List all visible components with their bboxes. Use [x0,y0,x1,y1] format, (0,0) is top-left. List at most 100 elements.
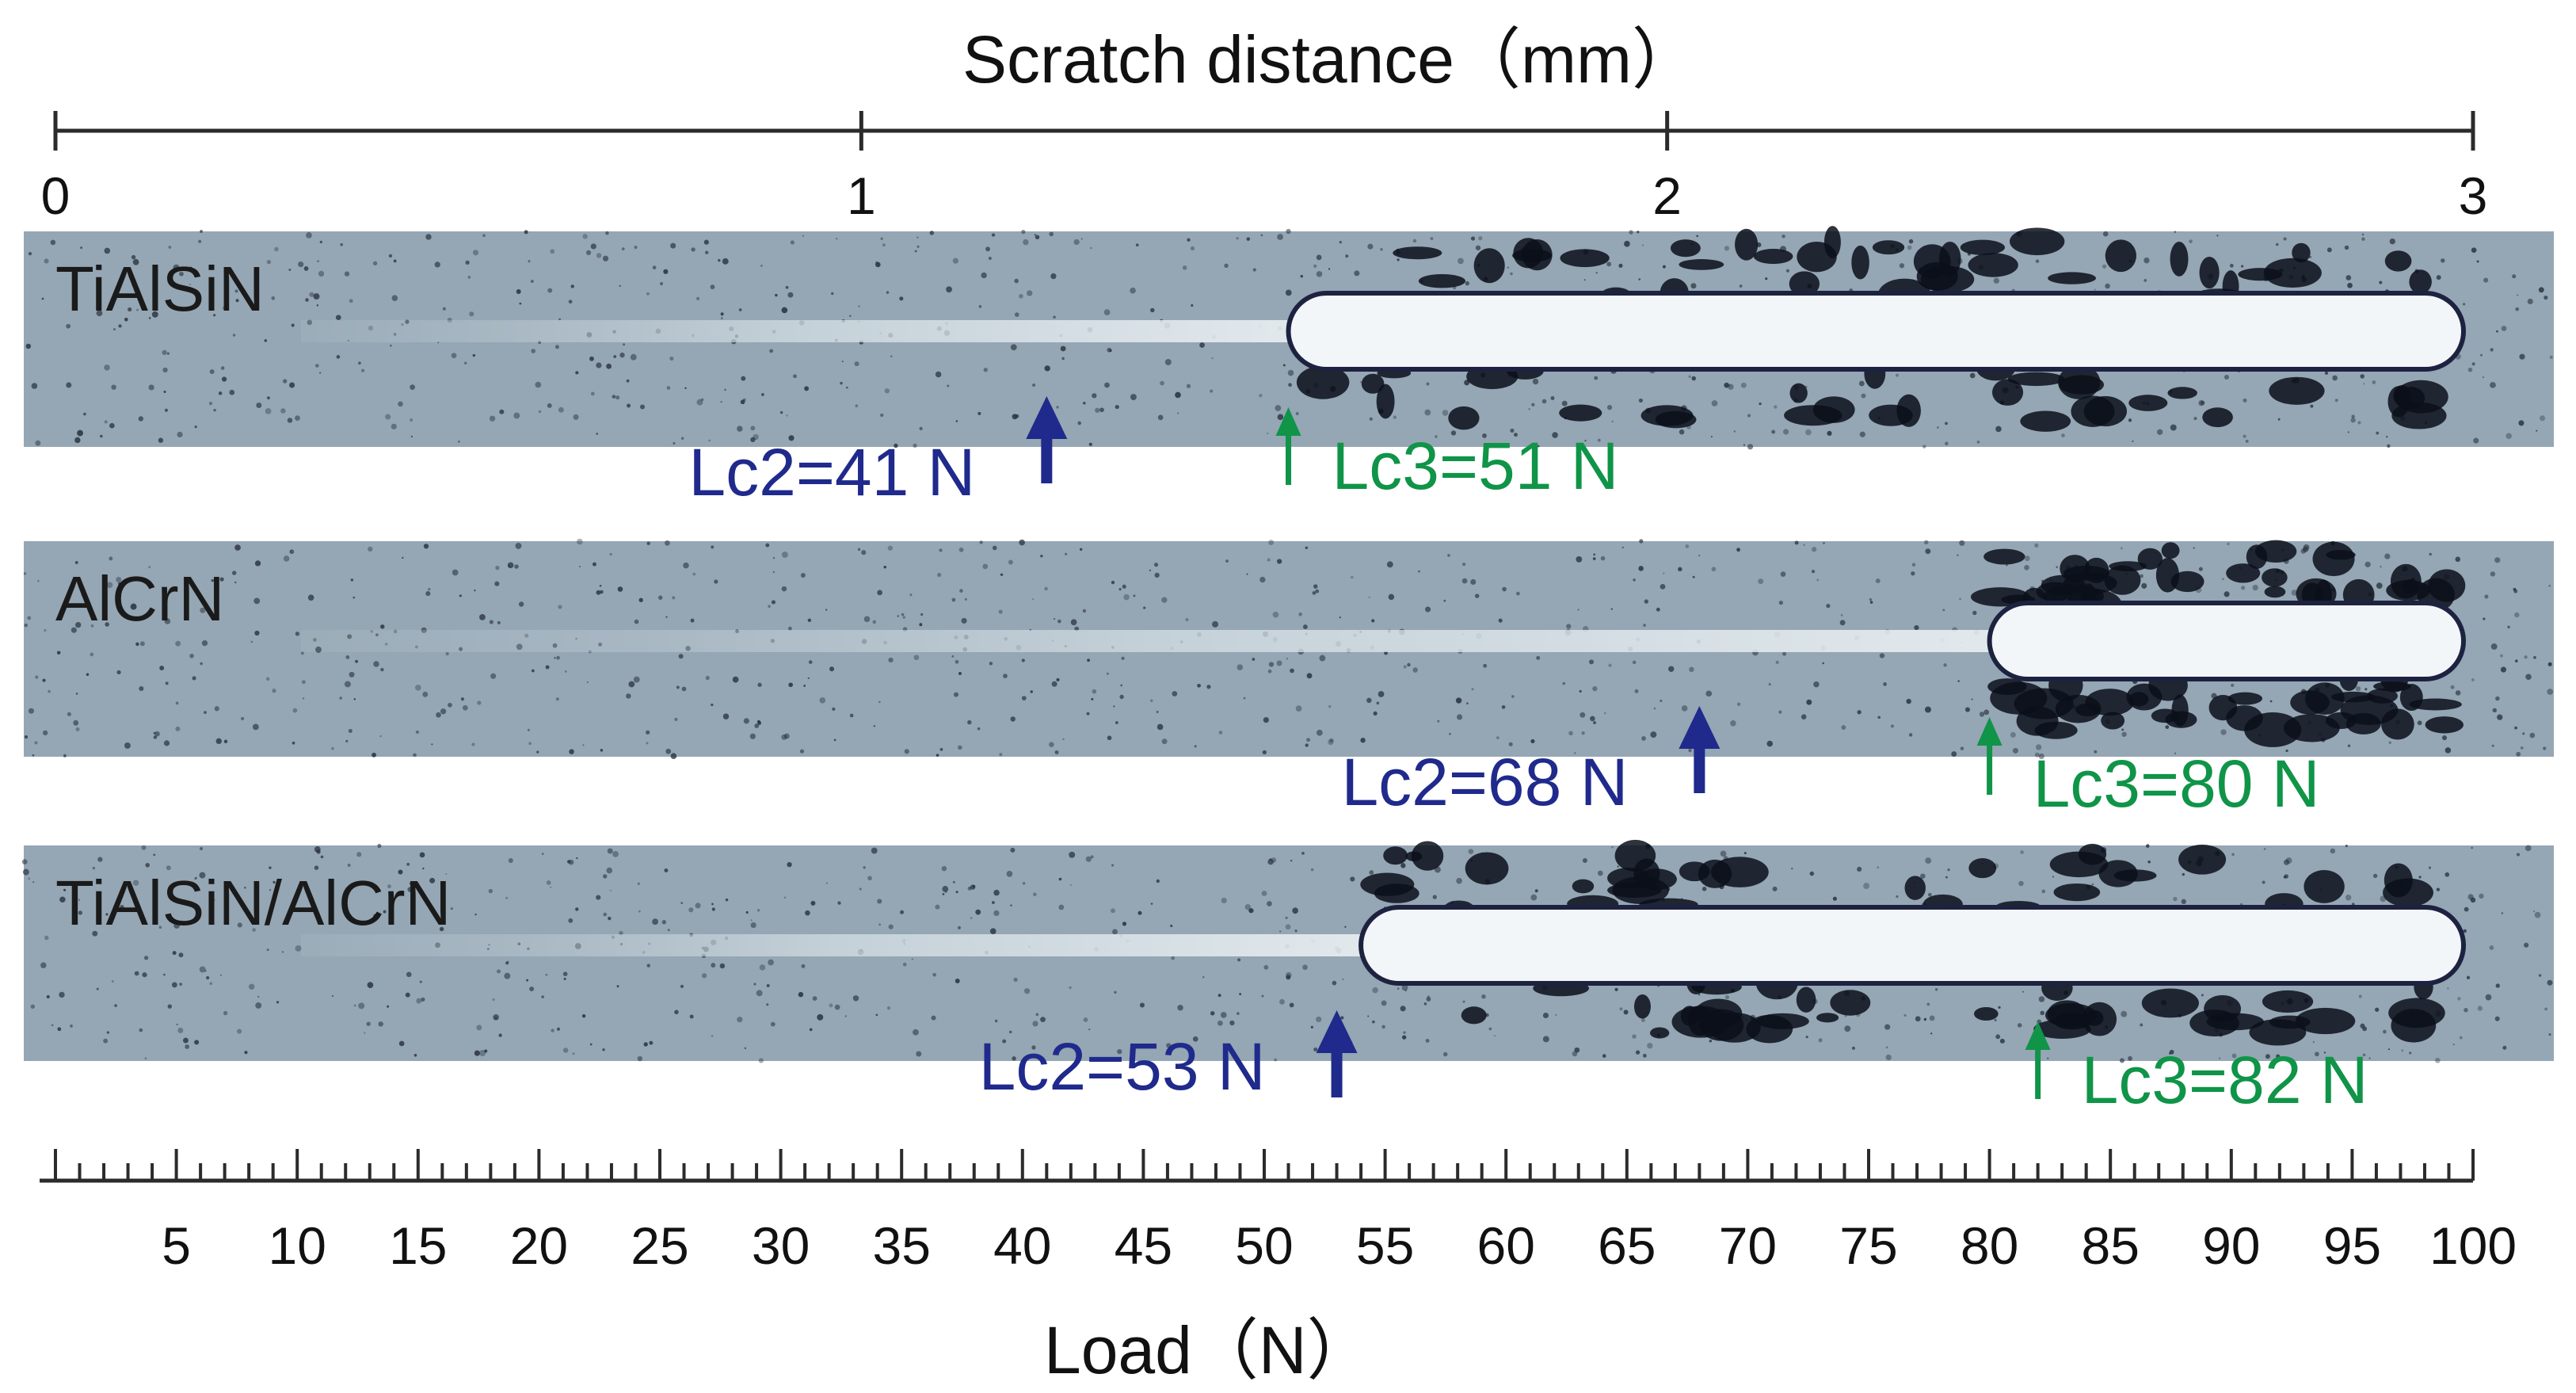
speckle [825,882,828,884]
speckle [1582,857,1587,863]
speckle [1826,604,1831,609]
speckle [1354,270,1360,277]
speckle [114,1004,117,1007]
top-axis-tick-label: 1 [847,166,876,225]
speckle [1740,382,1747,388]
speckle [946,286,952,293]
speckle [90,624,94,628]
speckle [1111,908,1115,914]
speckle [1574,1047,1580,1053]
speckle [2463,303,2466,306]
speckle [1929,1015,1935,1021]
scratch-track-worn [1358,905,2466,986]
speckle [875,261,878,265]
speckle [1012,1056,1016,1061]
speckle [658,595,663,600]
speckle [347,863,351,867]
speckle [1930,1032,1933,1035]
speckle [448,702,452,708]
speckle [244,1051,248,1055]
speckle [1614,987,1618,991]
speckle [1590,716,1595,722]
speckle [2275,242,2279,246]
speckle [646,730,650,735]
damage-cluster [1448,406,1480,430]
speckle [185,1044,190,1049]
speckle [1424,606,1431,613]
top-axis-title: Scratch distance（mm） [962,22,1698,97]
speckle [429,877,436,884]
damage-cluster [2104,565,2141,595]
speckle [590,243,596,250]
speckle [1220,1012,1227,1018]
speckle [492,998,495,1002]
speckle [1206,685,1211,689]
speckle [1121,656,1125,660]
speckle [232,334,236,337]
speckle [1400,1006,1406,1012]
speckle [1858,380,1865,387]
speckle [208,897,215,903]
speckle [1840,614,1843,616]
speckle [2368,1057,2371,1059]
speckle [742,398,746,402]
speckle [409,882,412,885]
speckle [1621,546,1625,549]
speckle [883,565,886,569]
speckle [750,919,753,922]
speckle [1177,1004,1183,1011]
speckle [83,412,86,416]
speckle [1841,725,1846,730]
damage-cluster [2020,410,2071,432]
speckle [283,555,290,562]
speckle [2502,1045,2507,1050]
speckle [1606,405,1613,410]
speckle [875,261,881,268]
speckle [316,304,319,307]
speckle [1730,720,1736,727]
speckle [1149,569,1152,572]
speckle [41,297,44,300]
speckle [1435,435,1438,438]
speckle [59,991,65,998]
speckle [2471,678,2475,681]
speckle [935,904,940,910]
speckle [175,726,181,731]
speckle [2382,1029,2387,1034]
speckle [105,622,109,627]
speckle [1300,274,1304,278]
speckle [2224,591,2230,597]
speckle [711,963,716,968]
speckle [28,708,35,714]
speckle [743,718,749,724]
speckle [680,984,684,988]
speckle [319,240,323,244]
speckle [1516,591,1520,596]
speckle [849,315,852,317]
speckle [1404,990,1407,992]
speckle [1595,271,1599,274]
speckle [40,962,47,968]
speckle [683,562,689,569]
speckle [710,284,715,290]
speckle [342,903,345,906]
speckle [2476,260,2479,263]
speckle [1994,1018,1997,1021]
bottom-axis-tick-label: 15 [389,1216,447,1275]
speckle [616,985,619,988]
speckle [2532,910,2536,913]
speckle [1911,563,1916,567]
speckle [1027,290,1033,296]
speckle [2496,330,2498,333]
speckle [162,367,168,373]
speckle [1115,721,1118,724]
speckle [1481,994,1486,999]
speckle [1442,1051,1448,1057]
speckle [855,404,859,408]
speckle [638,910,641,913]
speckle [1034,234,1037,236]
speckle [2436,275,2441,281]
speckle [318,270,325,277]
speckle [295,632,300,636]
speckle [2527,298,2533,305]
